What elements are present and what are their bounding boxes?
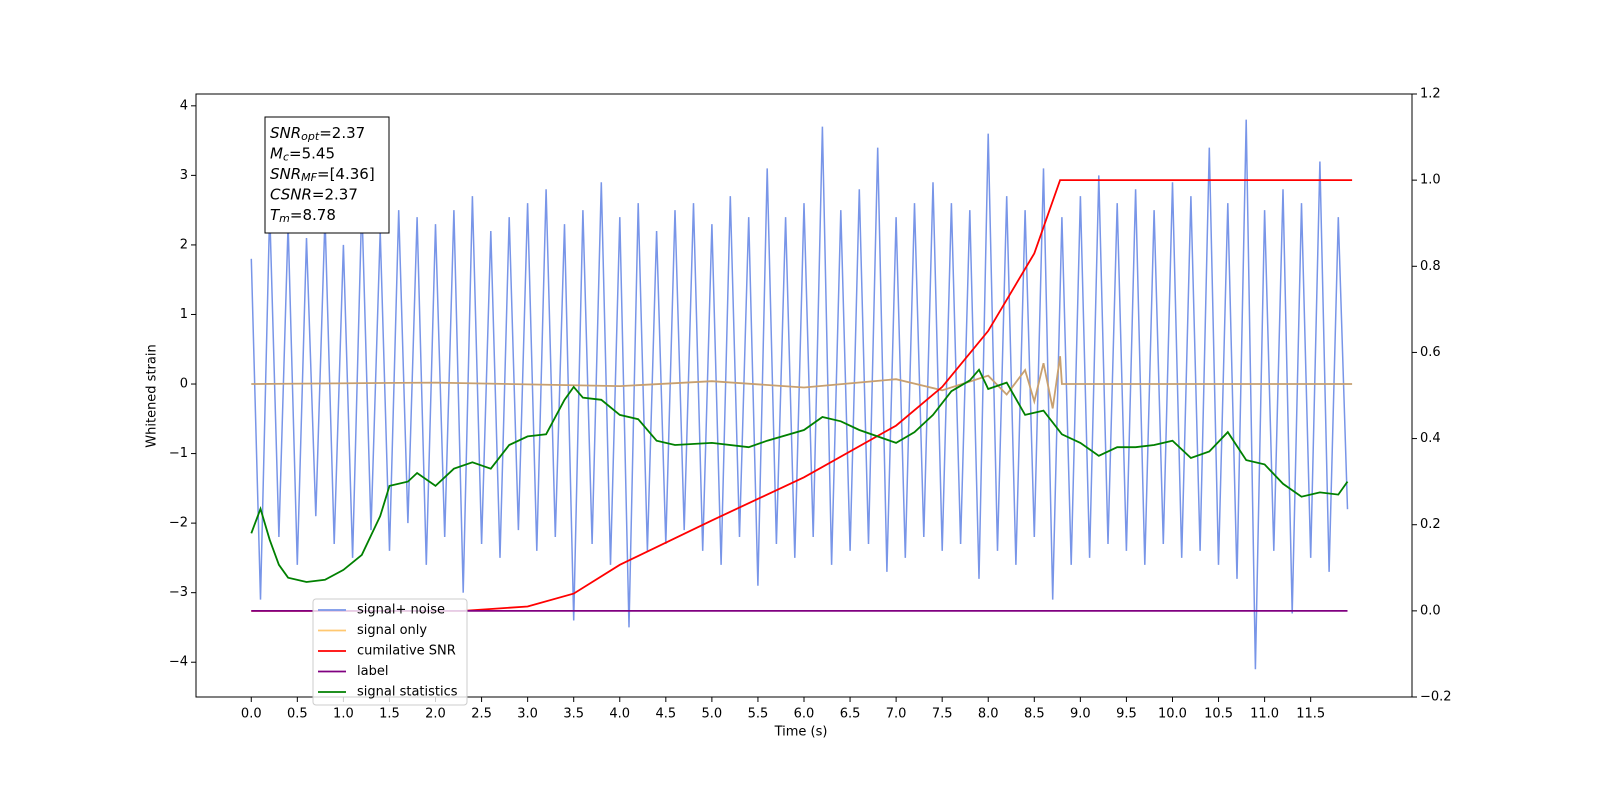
y2-tick-label: −0.2 — [1420, 690, 1452, 705]
x-tick-label: 5.0 — [702, 707, 723, 722]
y-tick-label: 2 — [180, 237, 188, 252]
y2-tick-label: 0.2 — [1420, 517, 1441, 532]
x-tick-label: 4.0 — [609, 707, 630, 722]
annotation-subscript: MF — [301, 171, 317, 184]
x-tick-label: 6.5 — [840, 707, 861, 722]
y-tick-label: 0 — [180, 377, 188, 392]
annotation-subscript: opt — [301, 130, 320, 143]
annotation-text: =[4.36] — [317, 165, 375, 183]
legend-box — [312, 598, 468, 706]
annotation: Mc=5.45 — [270, 144, 335, 164]
legend-label: signal statistics — [357, 685, 458, 700]
x-tick-label: 11.5 — [1296, 707, 1325, 722]
x-tick-label: 8.0 — [978, 707, 999, 722]
x-tick-label: 0.0 — [241, 707, 262, 722]
y2-tick-label: 0.6 — [1420, 345, 1441, 360]
y-tick-label: 1 — [180, 307, 188, 322]
annotation-text: =8.78 — [290, 206, 336, 224]
y2-tick-label: 0.4 — [1420, 431, 1441, 446]
x-tick-label: 2.0 — [425, 707, 446, 722]
annotation: SNRopt=2.37 — [270, 124, 365, 144]
series-line — [250, 119, 1349, 670]
x-tick-label: 1.0 — [333, 707, 354, 722]
x-tick-label: 5.5 — [748, 707, 769, 722]
x-axis-label: Time (s) — [774, 725, 828, 740]
x-tick-label: 7.5 — [932, 707, 953, 722]
x-tick-label: 2.5 — [471, 707, 492, 722]
x-tick-label: 0.5 — [287, 707, 308, 722]
x-tick-label: 10.0 — [1158, 707, 1187, 722]
annotation: Tm=8.78 — [270, 206, 336, 226]
series-line — [250, 368, 1349, 583]
y2-tick-label: 0.0 — [1420, 603, 1441, 618]
annotation-symbol: CSNR — [270, 185, 312, 203]
x-tick-label: 6.0 — [794, 707, 815, 722]
x-tick-label: 3.5 — [563, 707, 584, 722]
annotation-symbol: SNR — [270, 124, 301, 142]
annotation: CSNR=2.37 — [270, 185, 358, 203]
y2-tick-label: 1.2 — [1420, 87, 1441, 102]
legend-label: signal+ noise — [357, 603, 445, 618]
y-tick-label: −3 — [169, 585, 188, 600]
x-tick-label: 9.5 — [1116, 707, 1137, 722]
annotation-text: =2.37 — [319, 124, 365, 142]
x-tick-label: 10.5 — [1204, 707, 1233, 722]
y2-tick-label: 1.0 — [1420, 173, 1441, 188]
annotation-box — [264, 116, 390, 234]
y-tick-label: −4 — [169, 655, 188, 670]
annotation-symbol: M — [270, 144, 283, 162]
x-tick-label: 7.0 — [886, 707, 907, 722]
annotation: SNRMF=[4.36] — [270, 165, 375, 185]
annotation-text: =2.37 — [312, 185, 358, 203]
y-axis-label: Whitened strain — [145, 344, 160, 447]
x-tick-label: 9.0 — [1070, 707, 1091, 722]
y-tick-label: 4 — [180, 98, 188, 113]
x-tick-label: 8.5 — [1024, 707, 1045, 722]
y2-tick-label: 0.8 — [1420, 259, 1441, 274]
x-tick-label: 3.0 — [517, 707, 538, 722]
y-tick-label: −1 — [169, 446, 188, 461]
annotation-subscript: m — [279, 212, 290, 225]
x-tick-label: 4.5 — [655, 707, 676, 722]
annotation-text: =5.45 — [289, 144, 335, 162]
legend-label: label — [357, 664, 388, 679]
annotation-subscript: c — [283, 151, 289, 164]
annotation-symbol: SNR — [270, 165, 301, 183]
legend-label: signal only — [357, 623, 427, 638]
x-tick-label: 1.5 — [379, 707, 400, 722]
x-tick-label: 11.0 — [1250, 707, 1279, 722]
y-tick-label: −2 — [169, 516, 188, 531]
annotation-symbol: T — [270, 206, 281, 224]
series-line — [251, 179, 1353, 612]
legend-label: cumilative SNR — [357, 644, 456, 659]
y-tick-label: 3 — [180, 168, 188, 183]
